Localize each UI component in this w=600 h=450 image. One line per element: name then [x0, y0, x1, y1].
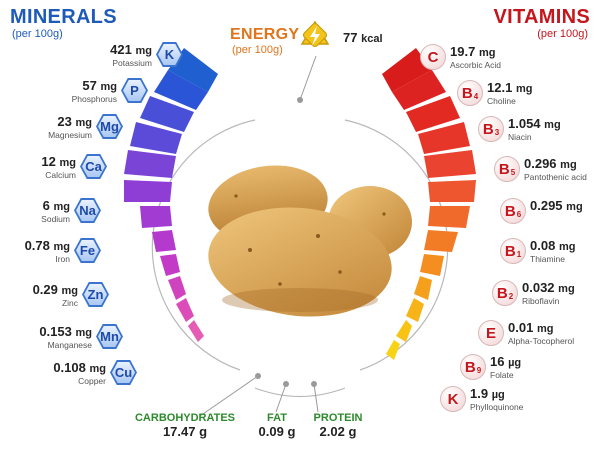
vitamin-value: 0.032 mg — [522, 280, 575, 295]
mineral-name: Sodium — [41, 214, 70, 224]
macro-value: 2.02 g — [319, 424, 357, 439]
energy-title: ENERGY — [230, 26, 300, 43]
vitamin-value: 1.9 µg — [470, 386, 505, 401]
vitamin-value: 0.296 mg — [524, 156, 577, 171]
vitamin-value: 0.295 mg — [530, 198, 583, 213]
mineral-name: Potassium — [112, 58, 152, 68]
mineral-symbol-badge: Mg — [96, 114, 123, 139]
mineral-value: 6 mg — [42, 198, 70, 213]
vitamin-value: 0.01 mg — [508, 320, 554, 335]
macro-protein: PROTEIN 2.02 g — [308, 412, 368, 439]
mineral-value: 12 mg — [41, 154, 76, 169]
energy-subtitle: (per 100g) — [232, 44, 283, 56]
mineral-symbol-badge: Ca — [80, 154, 107, 179]
vitamins-title: VITAMINS — [493, 6, 590, 28]
vitamin-name: Folate — [490, 370, 514, 380]
macro-value: 17.47 g — [162, 424, 208, 439]
minerals-title: MINERALS — [10, 6, 117, 28]
vitamin-symbol-badge: C — [420, 44, 446, 70]
mineral-value: 0.153 mg — [39, 324, 92, 339]
vitamin-name: Ascorbic Acid — [450, 60, 502, 70]
mineral-name: Phosphorus — [71, 94, 117, 104]
minerals-subtitle: (per 100g) — [12, 28, 63, 40]
vitamin-name: Niacin — [508, 132, 532, 142]
mineral-value: 0.108 mg — [53, 360, 106, 375]
vitamin-name: Riboflavin — [522, 296, 560, 306]
mineral-name: Magnesium — [48, 130, 92, 140]
macro-fat: FAT 0.09 g — [252, 412, 302, 439]
vitamin-value: 0.08 mg — [530, 238, 576, 253]
mineral-value: 0.29 mg — [32, 282, 78, 297]
macro-carbohydrates: CARBOHYDRATES 17.47 g — [125, 412, 245, 439]
mineral-symbol-badge: Fe — [74, 238, 101, 263]
vitamin-symbol-badge: K — [440, 386, 466, 412]
mineral-name: Zinc — [61, 298, 78, 308]
macro-name: CARBOHYDRATES — [134, 412, 236, 424]
macro-name: PROTEIN — [313, 412, 363, 424]
vitamin-name: Alpha-Tocopherol — [508, 336, 575, 346]
vitamin-name: Choline — [487, 96, 516, 106]
vitamins-bars — [382, 48, 476, 360]
macro-value: 0.09 g — [258, 424, 296, 439]
potato-illustration — [208, 165, 412, 317]
mineral-value: 421 mg — [110, 42, 152, 57]
vitamins-subtitle: (per 100g) — [537, 28, 588, 40]
macro-name: FAT — [267, 412, 287, 424]
energy-value: 77 kcal — [343, 30, 383, 45]
vitamin-symbol-badge: E — [478, 320, 504, 346]
mineral-name: Copper — [78, 376, 106, 386]
vitamin-name: Pantothenic acid — [524, 172, 587, 182]
energy-bolt-icon — [300, 20, 330, 52]
mineral-value: 57 mg — [82, 78, 117, 93]
vitamin-value: 19.7 mg — [450, 44, 496, 59]
mineral-value: 0.78 mg — [24, 238, 70, 253]
vitamin-value: 16 µg — [490, 354, 522, 369]
mineral-name: Calcium — [45, 170, 76, 180]
mineral-name: Iron — [55, 254, 70, 264]
vitamin-name: Phylloquinone — [470, 402, 524, 412]
mineral-symbol-badge: Na — [74, 198, 101, 223]
mineral-symbol-badge: K — [156, 42, 183, 67]
vitamin-value: 12.1 mg — [487, 80, 533, 95]
mineral-name: Manganese — [47, 340, 92, 350]
vitamin-name: Thiamine — [530, 254, 565, 264]
vitamin-value: 1.054 mg — [508, 116, 561, 131]
mineral-value: 23 mg — [57, 114, 92, 129]
